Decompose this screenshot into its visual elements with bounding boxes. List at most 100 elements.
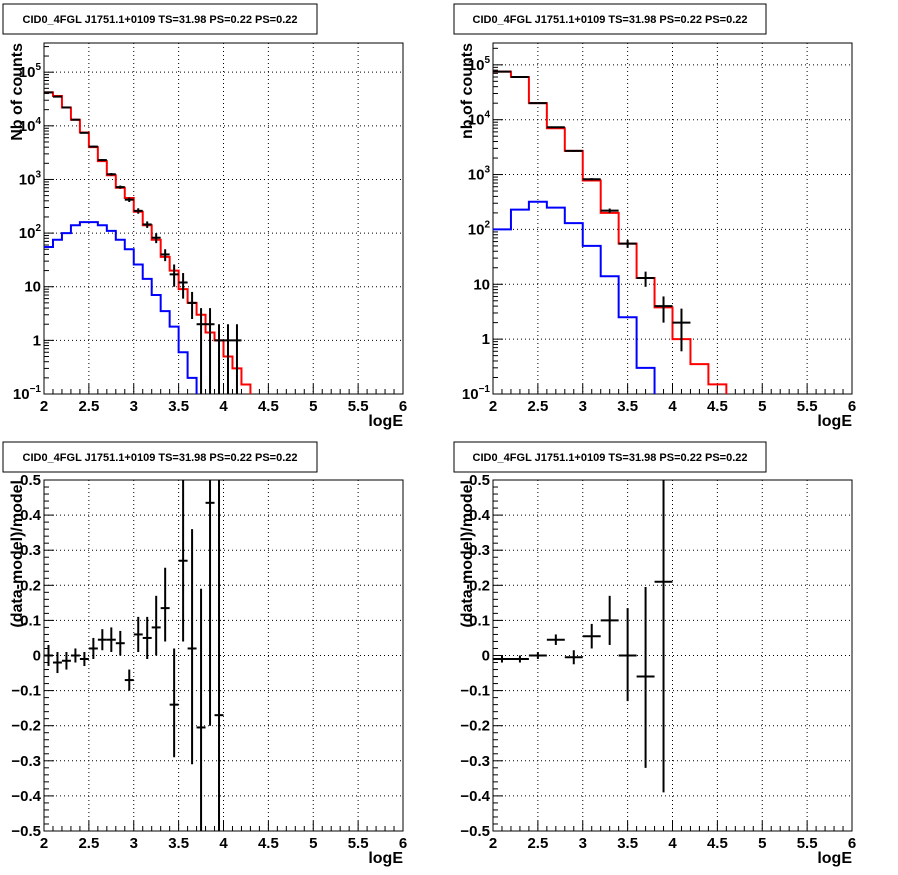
plot-area (44, 480, 224, 831)
data-point (70, 648, 80, 663)
x-tick-label: 6 (399, 835, 407, 852)
y-tick-label: 0.2 (469, 577, 490, 594)
data-point (124, 669, 134, 691)
x-axis-label: logE (368, 850, 403, 867)
data-point (636, 587, 655, 768)
x-tick-label: 3 (130, 398, 138, 415)
y-tick-label: 0.4 (20, 507, 42, 524)
y-axis-label: (data-model)/model (459, 480, 476, 628)
x-tick-label: 3 (130, 835, 138, 852)
data-point (106, 172, 116, 176)
chart-panel-top-right: 2 2.5 3 3.5 4 4.5 5 5.5 610−1110102103104105logE… (453, 3, 856, 430)
plot-area (493, 70, 728, 394)
data-point (178, 273, 188, 299)
data-point (582, 178, 601, 181)
data-point (196, 588, 206, 831)
data-point (79, 131, 89, 134)
data-point (528, 651, 547, 660)
data-point (187, 291, 197, 320)
x-tick-label: 4 (668, 398, 677, 415)
y-tick-label: −0.1 (11, 683, 41, 700)
y-axis-label: Nb of counts (9, 43, 26, 141)
x-tick-label: 5.5 (797, 398, 818, 415)
data-point (133, 616, 143, 652)
y-tick-label: 10 (24, 279, 41, 296)
y-tick-label: 0.2 (20, 577, 41, 594)
y-tick-label: 0.5 (20, 472, 41, 489)
y-axis-label: nb of counts (459, 43, 476, 139)
axis-ticks (492, 47, 853, 395)
data-point (61, 106, 71, 109)
data-point (52, 95, 62, 98)
x-tick-label: 2 (40, 398, 48, 415)
y-tick-label: 0 (482, 648, 490, 665)
x-tick-label: 4 (219, 398, 228, 415)
data-point (115, 630, 125, 656)
x-tick-label: 5 (758, 398, 766, 415)
data-point (70, 118, 80, 121)
x-tick-label: 2.5 (78, 398, 99, 415)
model-component-histogram (44, 221, 198, 394)
data-point (205, 308, 215, 394)
data-point (493, 655, 511, 663)
x-tick-label: 6 (399, 398, 407, 415)
axis-ticks (43, 46, 404, 395)
title-box (2, 441, 318, 473)
y-tick-label: −0.2 (11, 718, 41, 735)
x-tick-label: 3.5 (168, 835, 189, 852)
data-point (528, 102, 547, 105)
y-tick-label: −0.4 (460, 788, 490, 805)
y-tick-label: 1 (482, 331, 490, 348)
x-tick-label: 3.5 (617, 835, 638, 852)
title-box (453, 3, 767, 35)
data-point (124, 197, 134, 202)
data-point (169, 264, 179, 287)
x-tick-label: 3.5 (168, 398, 189, 415)
chart-title: CID0_4FGL J1751.1+0109 TS=31.98 PS=0.22 … (23, 14, 298, 26)
y-tick-label: 0.1 (469, 612, 490, 629)
data-point (142, 221, 152, 228)
y-tick-label: 0.1 (20, 612, 41, 629)
x-tick-label: 6 (848, 398, 856, 415)
data-point (52, 651, 62, 674)
chart-panel-bottom-left: 2 2.5 3 3.5 4 4.5 5 5.5 6 −0.5 −0.4 −0.3 −0.2 −0.1 0 0.… (2, 441, 407, 867)
y-tick-label: −0.5 (11, 823, 41, 840)
y-tick-label: 0.5 (469, 472, 490, 489)
data-point (618, 608, 637, 702)
x-tick-label: 2 (489, 835, 497, 852)
y-tick-label: −0.4 (11, 788, 41, 805)
data-point (232, 324, 242, 394)
data-point (133, 208, 143, 214)
data-point (97, 629, 107, 651)
y-tick-label: −0.2 (460, 718, 490, 735)
plot-area (44, 91, 252, 394)
data-point (160, 567, 170, 642)
y-tick-label: 0.3 (469, 542, 490, 559)
axis-ticks (43, 479, 404, 832)
data-point (61, 651, 71, 670)
x-tick-label: 2.5 (78, 835, 99, 852)
data-point (618, 240, 637, 248)
title-box (453, 441, 767, 473)
x-tick-label: 4 (668, 835, 677, 852)
data-point (88, 637, 98, 660)
data-point (160, 249, 170, 262)
grid-lines (44, 480, 403, 831)
plot-area (493, 480, 673, 793)
data-point (79, 651, 89, 667)
data-point (88, 145, 98, 148)
x-tick-label: 4 (219, 835, 228, 852)
data-point (44, 644, 53, 667)
data-point (546, 634, 565, 645)
x-tick-label: 5 (758, 835, 766, 852)
y-tick-label: −0.3 (460, 753, 490, 770)
y-tick-label: −0.5 (460, 823, 490, 840)
data-point (106, 627, 116, 652)
x-tick-label: 2.5 (527, 835, 548, 852)
data-point (600, 595, 619, 645)
x-axis-label: logE (368, 413, 403, 430)
y-axis-label: (data-model)/model (9, 480, 26, 628)
model-component-histogram (493, 200, 656, 394)
